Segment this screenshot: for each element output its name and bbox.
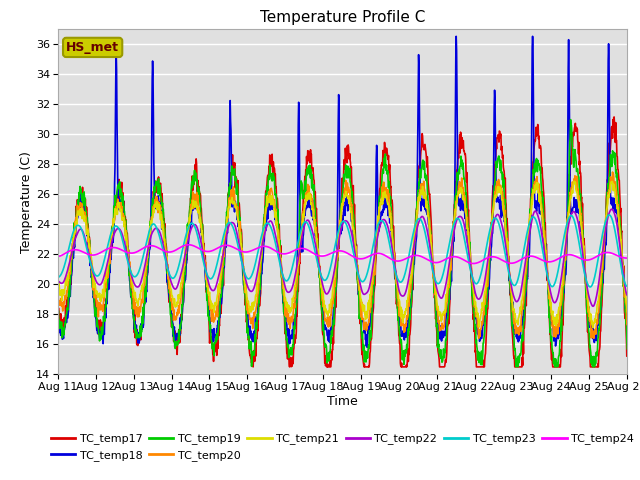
Title: Temperature Profile C: Temperature Profile C <box>260 10 425 25</box>
Legend: TC_temp17, TC_temp18, TC_temp19, TC_temp20, TC_temp21, TC_temp22, TC_temp23, TC_: TC_temp17, TC_temp18, TC_temp19, TC_temp… <box>51 433 634 461</box>
Y-axis label: Temperature (C): Temperature (C) <box>20 151 33 252</box>
X-axis label: Time: Time <box>327 395 358 408</box>
Text: HS_met: HS_met <box>66 41 119 54</box>
